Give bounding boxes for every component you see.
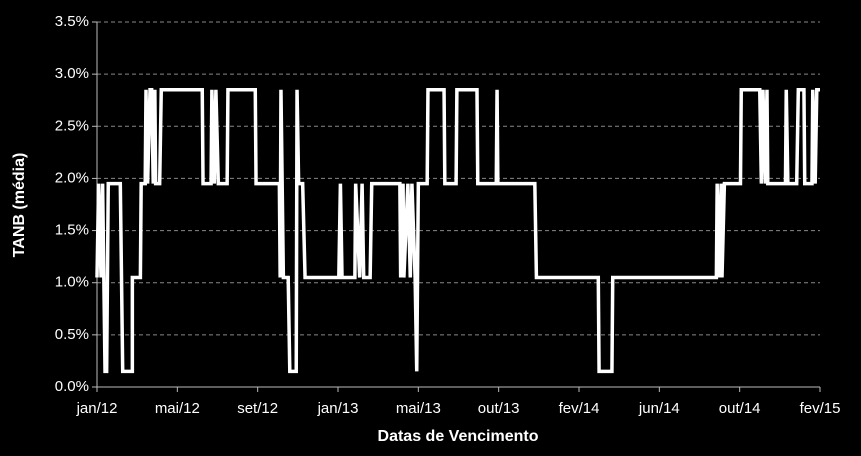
y-tick-label: 0.0%	[55, 378, 89, 395]
y-axis-title: TANB (média)	[11, 153, 28, 258]
x-tick-label: out/13	[478, 400, 520, 417]
y-tick-label: 2.0%	[55, 169, 89, 186]
x-tick-label: mai/12	[155, 400, 200, 417]
x-tick-label: set/12	[237, 400, 278, 417]
x-tick-label: jun/14	[638, 400, 680, 417]
y-tick-label: 3.5%	[55, 13, 89, 30]
data-line	[95, 88, 820, 374]
x-tick-label: mai/13	[396, 400, 441, 417]
x-tick-label: jan/13	[317, 400, 359, 417]
x-tick-label: fev/14	[559, 400, 600, 417]
x-tick-label: out/14	[719, 400, 761, 417]
y-tick-label: 2.5%	[55, 117, 89, 134]
y-tick-label: 3.0%	[55, 65, 89, 82]
y-tick-label: 1.0%	[55, 274, 89, 291]
y-tick-label: 1.5%	[55, 222, 89, 239]
y-tick-label: 0.5%	[55, 326, 89, 343]
x-axis-title: Datas de Vencimento	[378, 428, 539, 445]
x-tick-label: fev/15	[800, 400, 841, 417]
x-tick-label: jan/12	[76, 400, 118, 417]
